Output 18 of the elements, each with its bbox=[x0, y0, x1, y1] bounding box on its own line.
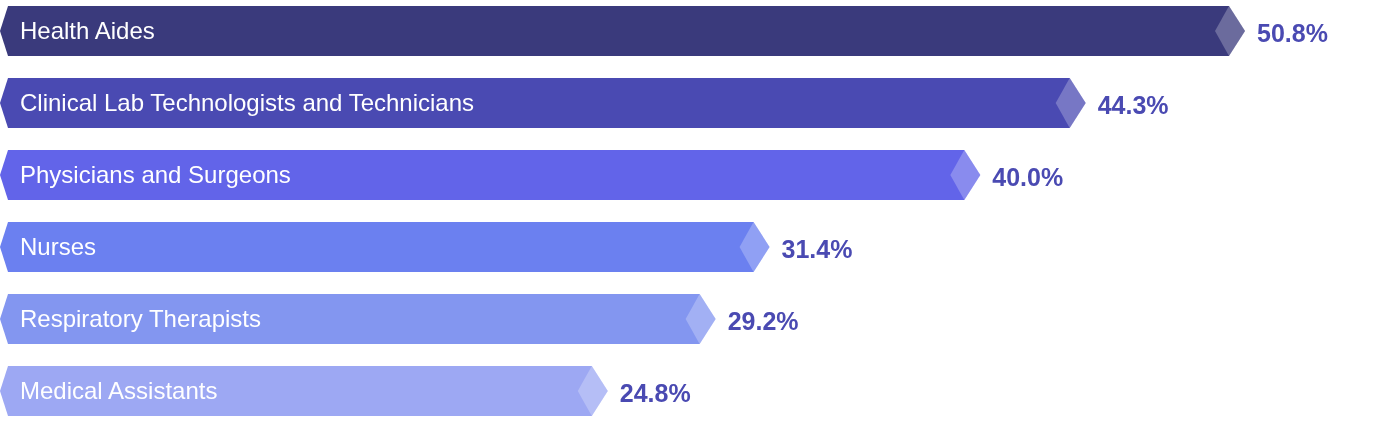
data-label: 50.8% bbox=[1257, 18, 1328, 47]
bar bbox=[0, 366, 608, 416]
y-tick-label: Physicians and Surgeons bbox=[20, 161, 291, 189]
bar bbox=[0, 294, 716, 344]
bar bbox=[0, 78, 1086, 128]
data-label: 31.4% bbox=[781, 234, 853, 263]
data-label: 29.2% bbox=[727, 306, 799, 335]
data-label: 40.0% bbox=[992, 162, 1064, 191]
bar bbox=[0, 222, 770, 272]
y-tick-label: Medical Assistants bbox=[20, 377, 218, 405]
bar bbox=[0, 6, 1245, 56]
y-tick-label: Nurses bbox=[20, 233, 97, 261]
y-tick-label: Respiratory Therapists bbox=[20, 305, 261, 333]
bar bbox=[0, 150, 981, 200]
data-label: 24.8% bbox=[619, 378, 691, 407]
y-tick-label: Health Aides bbox=[20, 17, 155, 45]
data-label: 44.3% bbox=[1097, 90, 1169, 119]
y-tick-label: Clinical Lab Technologists and Technicians bbox=[20, 89, 475, 117]
